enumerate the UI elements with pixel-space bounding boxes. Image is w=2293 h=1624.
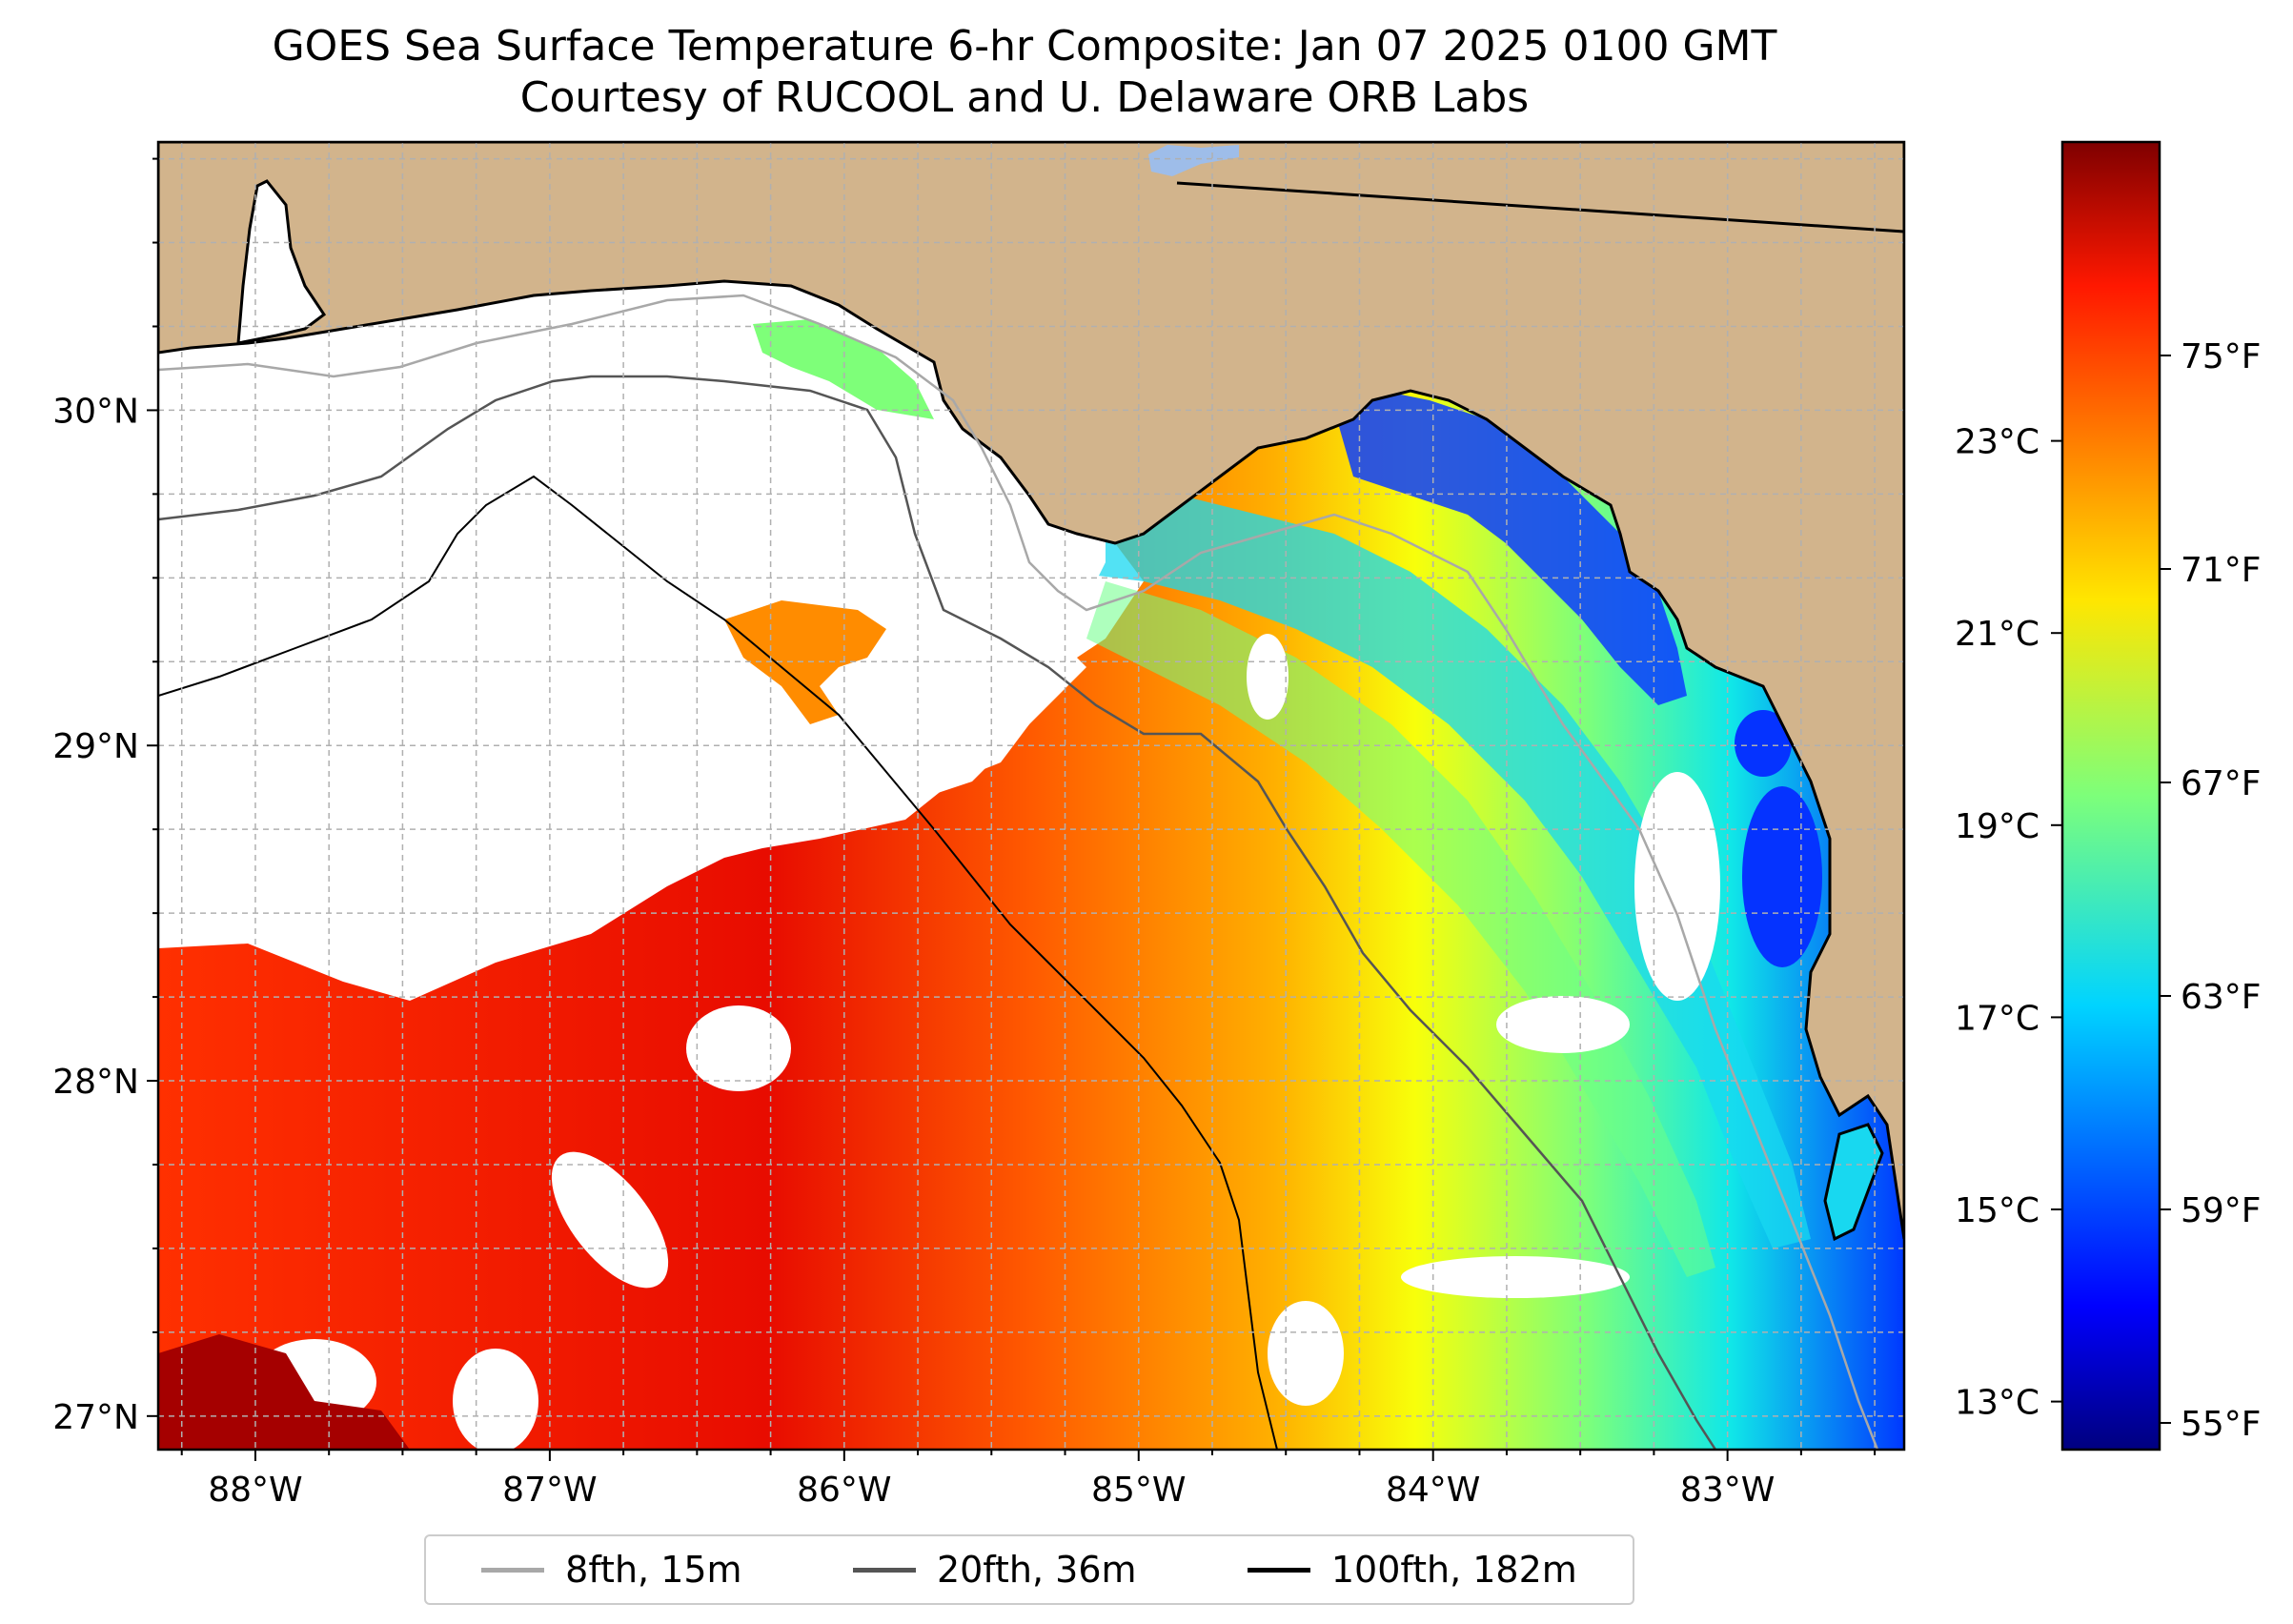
nodata-patch-1 (551, 1151, 669, 1289)
sst-cool-shelf (1334, 391, 1687, 705)
sst-orange-patch (724, 600, 886, 724)
isobath-8fth (158, 294, 1879, 1450)
nodata-patch-2 (686, 1005, 791, 1091)
colorbar-f-label: 75°F (2181, 337, 2262, 376)
legend-label: 20fth, 36m (936, 1549, 1137, 1591)
legend-label: 8fth, 15m (565, 1549, 742, 1591)
colorbar-c-label: 23°C (1955, 423, 2039, 462)
title-line-1: GOES Sea Surface Temperature 6-hr Compos… (272, 22, 1777, 71)
land-north (158, 142, 1904, 1240)
colorbar-f-label: 63°F (2181, 978, 2262, 1017)
nodata-patch-6 (1401, 1256, 1630, 1298)
colorbar-c-label: 15°C (1955, 1191, 2039, 1230)
colorbar (2060, 140, 2161, 1451)
tampa-bay (1823, 1123, 1884, 1242)
legend-item: 20fth, 36m (852, 1549, 1137, 1591)
isobath-100fth (158, 475, 1278, 1450)
lon-tick-label: 84°W (1386, 1471, 1480, 1510)
lon-tick-label: 83°W (1680, 1471, 1775, 1510)
colorbar-f-label: 71°F (2181, 551, 2262, 590)
colorbar-f-label: 55°F (2181, 1405, 2262, 1444)
legend-item: 100fth, 182m (1247, 1549, 1577, 1591)
state-boundary (1176, 181, 1904, 233)
nodata-nw (158, 286, 1086, 953)
mobile-bay (236, 179, 327, 345)
lon-tick-label: 85°W (1091, 1471, 1186, 1510)
lon-tick-label: 87°W (502, 1471, 597, 1510)
nodata-patch-5 (1496, 996, 1630, 1053)
lat-tick-label: 28°N (52, 1063, 139, 1102)
lat-tick-label: 29°N (52, 727, 139, 766)
legend-item: 8fth, 15m (481, 1549, 742, 1591)
legend-line-swatch (481, 1567, 545, 1573)
colorbar-f-label: 59°F (2181, 1191, 2262, 1230)
legend-label: 100fth, 182m (1330, 1549, 1577, 1591)
lat-tick-label: 30°N (52, 392, 139, 431)
lon-axis: 88°W 87°W 86°W 85°W 84°W 83°W (180, 1450, 1877, 1510)
colorbar-c-label: 13°C (1955, 1384, 2039, 1423)
nodata-patch-8 (1247, 634, 1289, 720)
chart-title: GOES Sea Surface Temperature 6-hr Compos… (0, 21, 2049, 124)
sst-cold-pocket (1742, 786, 1822, 967)
sst-hot-corner (158, 1334, 410, 1450)
lat-axis: 30°N 29°N 28°N 27°N (52, 157, 158, 1437)
sst-green-patch (753, 319, 934, 419)
nodata-patch-7 (1268, 1301, 1344, 1406)
colorbar-f-label: 67°F (2181, 764, 2262, 803)
legend-line-swatch (1247, 1567, 1310, 1573)
isobath-legend: 8fth, 15m 20fth, 36m 100fth, 182m (424, 1534, 1634, 1605)
lat-tick-label: 27°N (52, 1398, 139, 1437)
sst-green-band (1086, 581, 1715, 1277)
nodata-patch-4 (453, 1349, 538, 1450)
colorbar-fahrenheit-axis: 75°F 71°F 67°F 63°F 59°F 55°F (2160, 337, 2262, 1444)
legend-line-swatch (852, 1567, 916, 1573)
title-line-2: Courtesy of RUCOOL and U. Delaware ORB L… (519, 73, 1530, 122)
map-area (158, 142, 1904, 1450)
grid-lines (158, 142, 1904, 1450)
colorbar-c-label: 19°C (1955, 807, 2039, 846)
lon-tick-label: 88°W (208, 1471, 302, 1510)
isobath-20fth (158, 375, 1717, 1450)
lon-tick-label: 86°W (797, 1471, 891, 1510)
colorbar-c-label: 21°C (1955, 615, 2039, 654)
map-frame (156, 140, 1906, 1451)
colorbar-celsius-axis: 23°C 21°C 19°C 17°C 15°C 13°C (1955, 423, 2062, 1423)
nodata-patch-9 (1634, 772, 1720, 1001)
sst-cold-pocket-2 (1735, 710, 1792, 777)
colorbar-c-label: 17°C (1955, 999, 2039, 1038)
lake-seminole (1148, 145, 1239, 176)
